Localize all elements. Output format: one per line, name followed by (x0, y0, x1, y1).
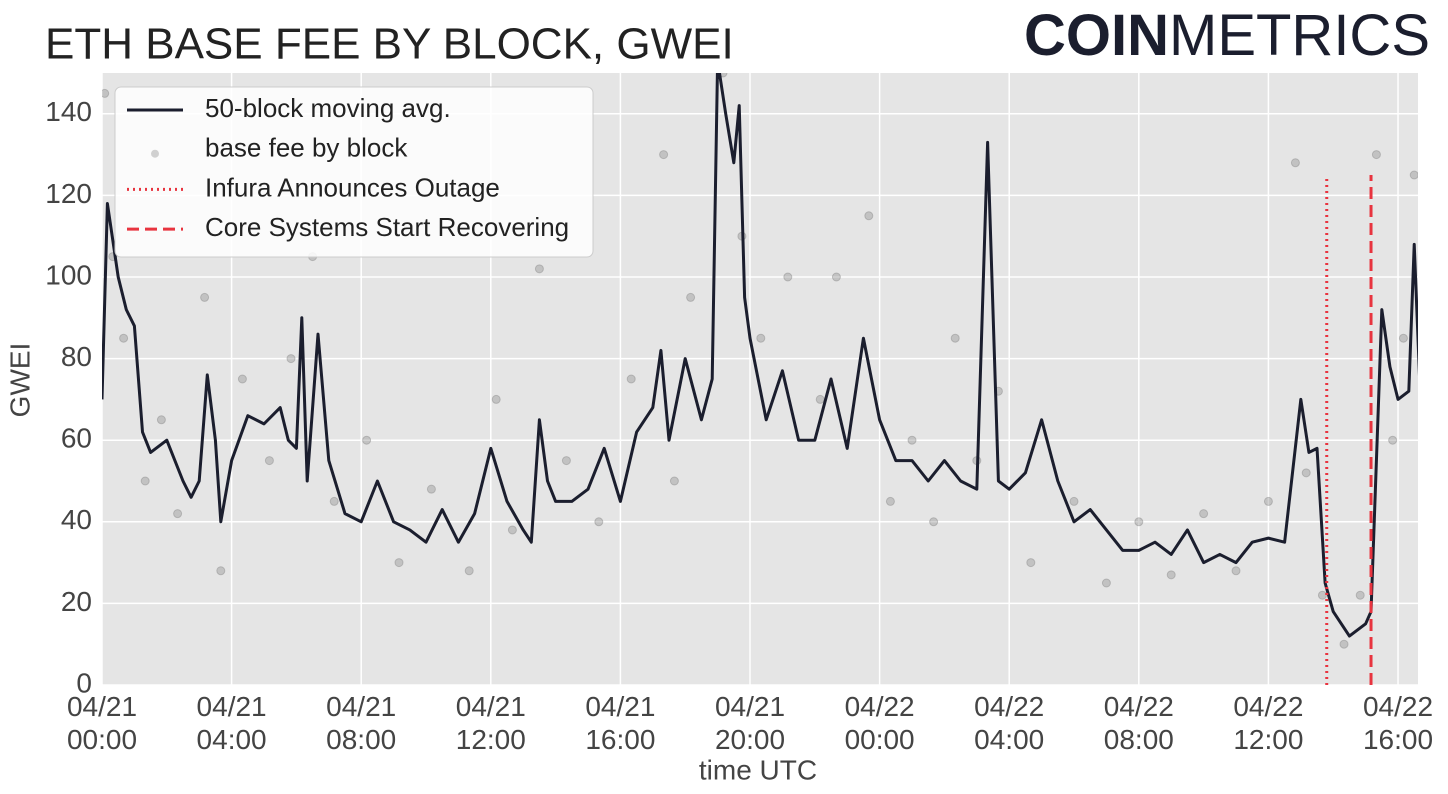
legend-box (114, 86, 594, 258)
logo-light: METRICS (1169, 3, 1430, 68)
scatter-point (119, 333, 129, 343)
scatter-point (1398, 333, 1408, 343)
scatter-point (156, 415, 166, 425)
scatter-point (1339, 639, 1349, 649)
y-tick-label: 140 (45, 96, 92, 127)
logo-bold: COIN (1024, 3, 1169, 68)
scatter-point (173, 509, 183, 519)
scatter-point (929, 517, 939, 527)
scatter-point (1026, 558, 1036, 568)
y-tick-label: 100 (45, 259, 92, 290)
x-tick-label: 04/22 08:00 (1103, 691, 1174, 755)
scatter-point (561, 456, 571, 466)
scatter-point (1101, 578, 1111, 588)
y-axis-title: GWEI (4, 343, 35, 418)
x-tick-label: 04/21 12:00 (455, 691, 526, 755)
scatter-point (783, 272, 793, 282)
data-layer (102, 73, 1418, 649)
scatter-point (950, 333, 960, 343)
x-axis-title: time UTC (699, 754, 817, 785)
scatter-point (1069, 496, 1079, 506)
scatter-point (1355, 590, 1365, 600)
scatter-point (659, 150, 669, 160)
scatter-point (1317, 590, 1327, 600)
x-tick-label: 04/21 00:00 (66, 691, 138, 755)
scatter-point (815, 394, 825, 404)
scatter-point (491, 394, 501, 404)
x-tick-label: 04/22 00:00 (844, 691, 915, 755)
scatter-point (1166, 570, 1176, 580)
scatter-point (669, 476, 679, 486)
scatter-point (1134, 517, 1144, 527)
legend-label: 50-block moving avg. (205, 93, 451, 123)
y-tick-label: 0 (76, 667, 92, 698)
scatter-point (102, 88, 110, 98)
x-tick-label: 04/22 12:00 (1233, 691, 1304, 755)
y-tick-label: 80 (61, 341, 92, 372)
y-tick-label: 20 (61, 586, 92, 617)
x-tick-label: 04/22 16:00 (1362, 691, 1434, 755)
scatter-point (1388, 435, 1398, 445)
scatter-point (426, 484, 436, 494)
x-tick-label: 04/21 16:00 (585, 691, 656, 755)
line (102, 73, 1418, 638)
x-tick-label: 04/21 20:00 (714, 691, 786, 755)
scatter-point (864, 211, 874, 221)
scatter-point (594, 517, 604, 527)
scatter-point (626, 374, 636, 384)
scatter-point (140, 476, 150, 486)
legend-marker (151, 149, 159, 158)
scatter-point (831, 272, 841, 282)
scatter-point (885, 496, 895, 506)
scatter-point (756, 333, 766, 343)
scatter-point (200, 292, 210, 302)
legend: 50-block moving avg. base fee by block Inf… (114, 86, 594, 258)
legend-label: base fee by block (205, 133, 408, 163)
scatter-point (1301, 468, 1311, 478)
scatter-point (216, 566, 226, 576)
scatter-point (534, 264, 544, 274)
scatter-point (907, 435, 917, 445)
scatter-point (286, 354, 296, 364)
y-tick-label: 120 (45, 178, 92, 209)
scatter-point (264, 456, 274, 466)
scatter-point (507, 525, 517, 535)
x-tick-label: 04/21 08:00 (326, 691, 397, 755)
legend-label: Infura Announces Outage (205, 172, 500, 202)
scatter-point (1263, 496, 1273, 506)
scatter-point (1290, 158, 1300, 168)
scatter-point (1409, 170, 1418, 180)
y-tick-label: 60 (61, 423, 92, 454)
scatter-point (1199, 509, 1209, 519)
logo: COINMETRICS (1024, 3, 1430, 68)
legend-label: Core Systems Start Recovering (205, 212, 569, 242)
scatter-point (237, 374, 247, 384)
scatter-point (362, 435, 372, 445)
scatter-point (329, 496, 339, 506)
scatter-point (686, 292, 696, 302)
scatter-point (1231, 566, 1241, 576)
x-tick-label: 04/21 04:00 (196, 691, 267, 755)
scatter-point (464, 566, 474, 576)
chart-title: ETH BASE FEE BY BLOCK, GWEI (45, 20, 734, 69)
scatter-point (1371, 150, 1381, 160)
scatter-point (394, 558, 404, 568)
y-tick-label: 40 (61, 504, 92, 535)
x-tick-label: 04/22 04:00 (974, 691, 1045, 755)
